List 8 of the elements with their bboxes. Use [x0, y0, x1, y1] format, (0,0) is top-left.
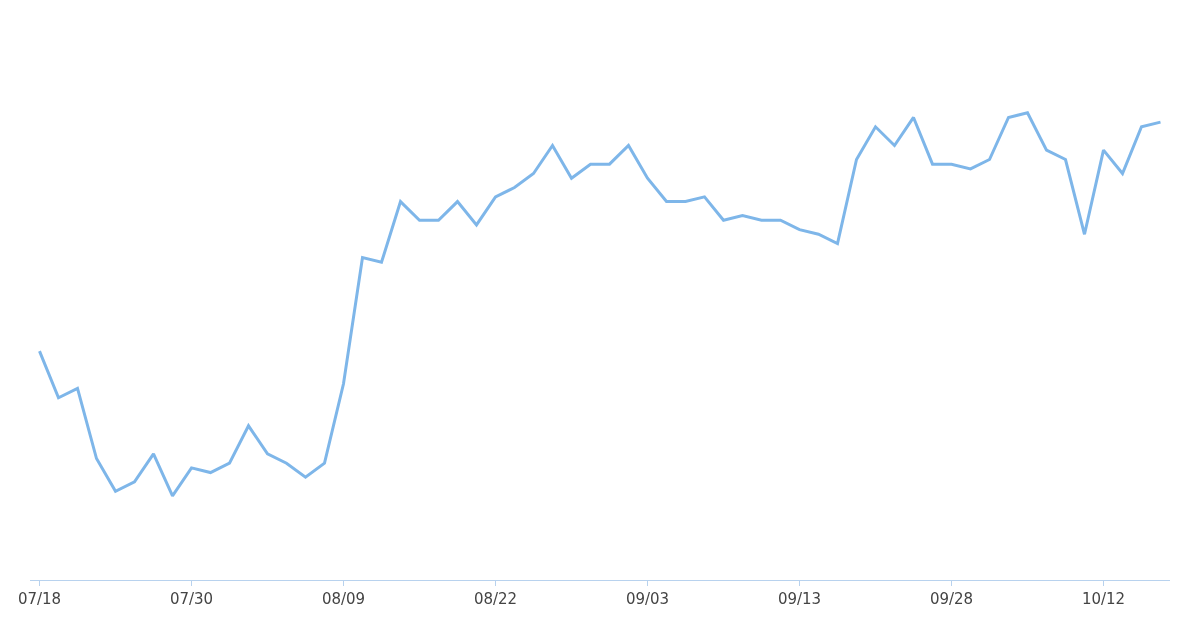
x-tick-label: 07/18	[17, 590, 62, 608]
x-tick-label: 08/22	[473, 590, 518, 608]
x-tick-label: 09/28	[929, 590, 974, 608]
x-tick-label: 09/03	[625, 590, 670, 608]
x-tick-label: 07/30	[169, 590, 214, 608]
x-tick-label: 08/09	[321, 590, 366, 608]
x-tick-label: 10/12	[1081, 590, 1126, 608]
x-tick-label: 09/13	[777, 590, 822, 608]
